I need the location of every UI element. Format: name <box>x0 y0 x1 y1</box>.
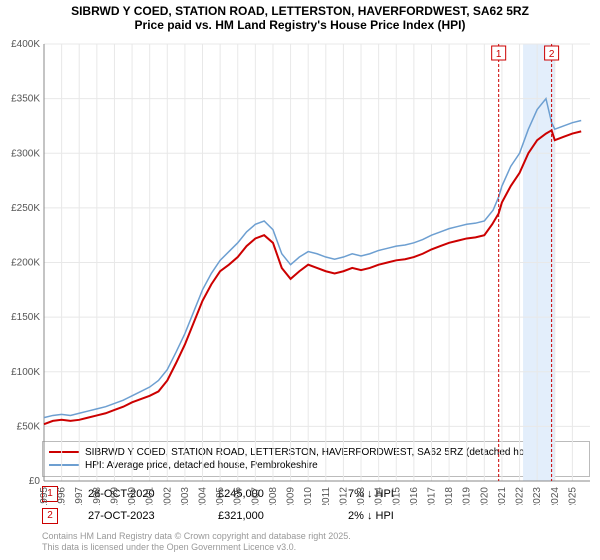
svg-text:2015: 2015 <box>391 487 402 505</box>
svg-text:£200K: £200K <box>11 258 40 269</box>
svg-text:£300K: £300K <box>11 148 40 159</box>
svg-text:2007: 2007 <box>250 487 261 505</box>
svg-text:2020: 2020 <box>479 487 490 505</box>
marker-date: 27-OCT-2023 <box>88 510 188 522</box>
svg-text:2010: 2010 <box>303 487 314 505</box>
svg-text:2013: 2013 <box>356 487 367 505</box>
svg-text:2: 2 <box>549 49 555 60</box>
svg-text:2005: 2005 <box>215 487 226 505</box>
svg-text:£400K: £400K <box>11 39 40 50</box>
svg-text:2019: 2019 <box>462 487 473 505</box>
svg-text:2008: 2008 <box>268 487 279 505</box>
svg-text:2018: 2018 <box>444 487 455 505</box>
marker-row: 2 27-OCT-2023 £321,000 2% ↓ HPI <box>42 505 590 527</box>
chart-plot-area: £0£50K£100K£150K£200K£250K£300K£350K£400… <box>2 39 594 435</box>
svg-text:2009: 2009 <box>286 487 297 505</box>
svg-text:£0: £0 <box>29 476 41 487</box>
marker-price: £321,000 <box>218 510 318 522</box>
footer-line-1: Contains HM Land Registry data © Crown c… <box>42 531 590 543</box>
title-line-2: Price paid vs. HM Land Registry's House … <box>10 18 590 32</box>
svg-text:1995: 1995 <box>39 487 50 505</box>
svg-text:2025: 2025 <box>567 487 578 505</box>
svg-text:1998: 1998 <box>92 487 103 505</box>
svg-text:£250K: £250K <box>11 203 40 214</box>
svg-text:2002: 2002 <box>162 487 173 505</box>
svg-text:2001: 2001 <box>145 487 156 505</box>
svg-text:2011: 2011 <box>321 487 332 505</box>
title-line-1: SIBRWD Y COED, STATION ROAD, LETTERSTON,… <box>10 4 590 18</box>
svg-text:£50K: £50K <box>17 421 41 432</box>
svg-text:2024: 2024 <box>550 487 561 505</box>
svg-text:2000: 2000 <box>127 487 138 505</box>
chart-title: SIBRWD Y COED, STATION ROAD, LETTERSTON,… <box>0 0 600 34</box>
svg-text:1997: 1997 <box>74 487 85 505</box>
svg-text:2006: 2006 <box>233 487 244 505</box>
svg-text:2012: 2012 <box>338 487 349 505</box>
svg-text:2004: 2004 <box>198 487 209 505</box>
svg-text:2017: 2017 <box>426 487 437 505</box>
svg-text:2014: 2014 <box>374 487 385 505</box>
footer-attribution: Contains HM Land Registry data © Crown c… <box>42 531 590 554</box>
marker-delta: 2% ↓ HPI <box>348 510 448 522</box>
footer-line-2: This data is licensed under the Open Gov… <box>42 542 590 554</box>
svg-text:£350K: £350K <box>11 94 40 105</box>
svg-text:2003: 2003 <box>180 487 191 505</box>
line-chart-svg: £0 £50K £100K £150K £200K £250K £300K £350K £400… <box>2 39 594 505</box>
svg-text:2022: 2022 <box>515 487 526 505</box>
svg-text:2016: 2016 <box>409 487 420 505</box>
svg-text:£150K: £150K <box>11 312 40 323</box>
svg-text:£100K: £100K <box>11 367 40 378</box>
svg-text:1: 1 <box>496 49 502 60</box>
svg-text:1999: 1999 <box>109 487 120 505</box>
marker-badge: 2 <box>42 508 58 524</box>
svg-text:2021: 2021 <box>497 487 508 505</box>
svg-text:2023: 2023 <box>532 487 543 505</box>
svg-text:1996: 1996 <box>57 487 68 505</box>
